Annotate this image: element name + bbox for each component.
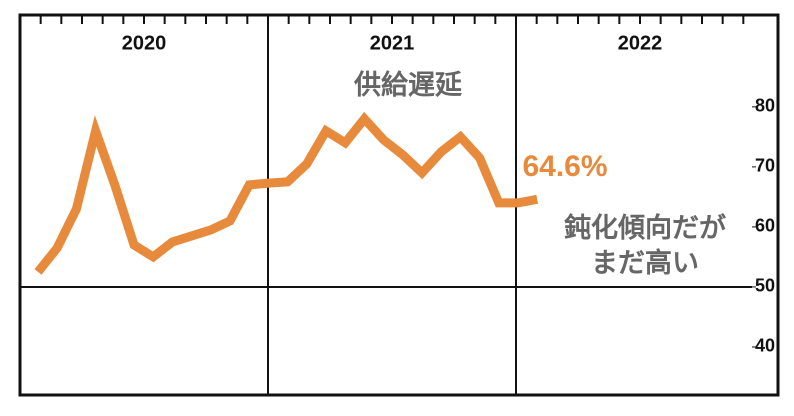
y-tick-label: 60 [755,216,775,236]
year-label: 2020 [122,32,167,54]
year-label: 2022 [618,32,663,54]
year-label: 2021 [370,32,415,54]
y-tick-label: 80 [755,96,775,116]
data-line [34,111,539,275]
value-annotation: 64.6% [522,150,607,183]
annotation: 供給遅延 [353,69,463,100]
frame [18,13,780,397]
month-ticks [39,15,745,24]
y-tick-label: 70 [755,156,775,176]
y-tick-label: 50 [755,276,775,296]
y-tick-label: 40 [755,336,775,356]
annotation: まだ高い [591,247,699,278]
annotation: 鈍化傾向だが [564,212,726,243]
